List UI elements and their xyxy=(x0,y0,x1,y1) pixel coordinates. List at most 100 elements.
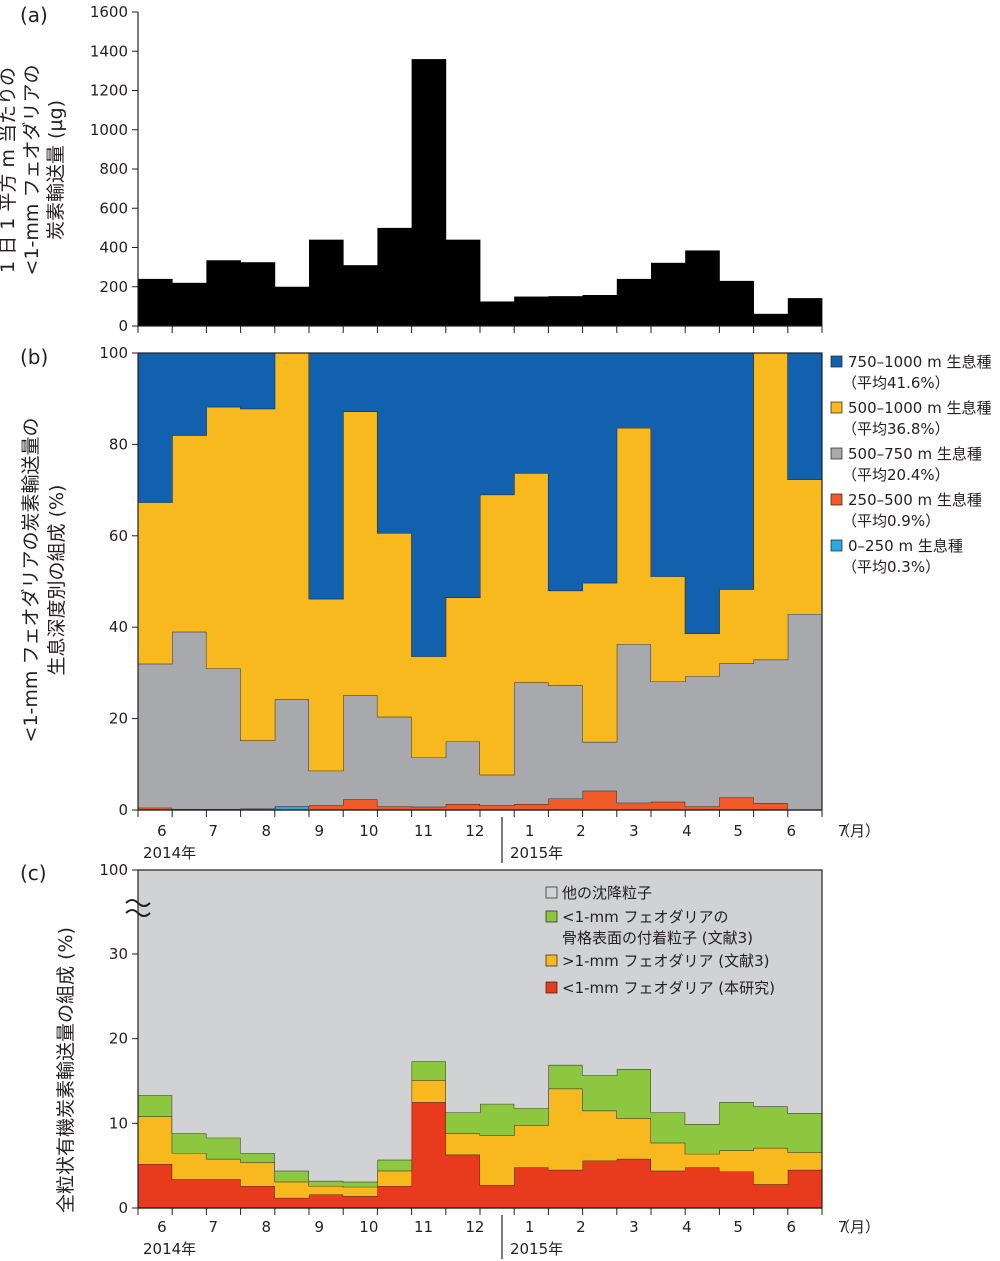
legend-label: 250–500 m 生息種 xyxy=(848,491,982,509)
legend-swatch xyxy=(830,493,843,506)
y-tick-label: 800 xyxy=(99,160,128,178)
x-tick-label: 8 xyxy=(261,822,271,840)
legend-swatch xyxy=(830,447,843,460)
x-tick-label: 5 xyxy=(733,1218,743,1236)
y-tick-label: 600 xyxy=(99,199,128,217)
x-tick-label: 6 xyxy=(157,1218,167,1236)
x-tick-label: 6 xyxy=(786,1218,796,1236)
year-label-2014: 2014年 xyxy=(143,1240,196,1258)
x-tick-label: 4 xyxy=(682,822,692,840)
legend-swatch xyxy=(545,954,558,967)
y-tick-label: 1200 xyxy=(90,82,128,100)
bar xyxy=(685,250,720,326)
bar xyxy=(206,260,241,326)
x-tick-label: 11 xyxy=(414,822,433,840)
legend-label: <1-mm フェオダリアの xyxy=(562,908,729,926)
x-tick-label: 9 xyxy=(314,822,324,840)
y-tick-label: 20 xyxy=(109,1030,128,1048)
legend-label: <1-mm フェオダリア (本研究) xyxy=(562,979,775,997)
bar xyxy=(753,313,789,326)
y-tick-label: 80 xyxy=(109,435,128,453)
x-tick-label: 10 xyxy=(359,1218,378,1236)
series-area-3 xyxy=(138,870,822,1182)
legend-swatch xyxy=(545,910,558,923)
x-tick-label: 9 xyxy=(314,1218,324,1236)
y-axis-label: 生息深度別の組成 (%) xyxy=(46,485,68,676)
bar xyxy=(377,227,412,326)
year-label-2015: 2015年 xyxy=(510,1240,563,1258)
x-tick-label: 7 xyxy=(838,822,848,840)
y-axis-label: <1-mm フェオダリアの炭素輸送量の xyxy=(20,418,42,743)
panel-a-bar-chart: 0 200 400 600 800 1000 1200 1400 1600 (a) 1 日 1 平方… xyxy=(0,3,823,335)
series-area-1 xyxy=(138,790,822,810)
legend-label-mean: （平均20.4%） xyxy=(842,466,950,484)
legend-label-mean: （平均0.3%） xyxy=(842,558,940,576)
bar xyxy=(582,294,618,326)
y-tick-label: 1400 xyxy=(90,42,128,60)
bar xyxy=(172,282,207,326)
y-tick-label: 0 xyxy=(118,317,128,335)
legend-swatch xyxy=(830,355,843,368)
year-label-2014: 2014年 xyxy=(143,844,196,862)
x-tick-label: 4 xyxy=(682,1218,692,1236)
bar xyxy=(719,280,754,326)
bar xyxy=(309,239,344,326)
legend-swatch xyxy=(545,981,558,994)
bar xyxy=(787,298,823,326)
y-tick-label: 20 xyxy=(109,710,128,728)
series-area-4 xyxy=(138,353,822,657)
legend-label: 他の沈降粒子 xyxy=(562,884,652,902)
x-tick-label: 1 xyxy=(525,1218,535,1236)
y-tick-label: 40 xyxy=(109,618,128,636)
bar xyxy=(343,265,378,326)
x-tick-label: 7 xyxy=(838,1218,848,1236)
y-tick-label: 1000 xyxy=(90,121,128,139)
x-tick-label: 1 xyxy=(525,822,535,840)
year-label-2015: 2015年 xyxy=(510,844,563,862)
x-tick-label: 3 xyxy=(629,822,639,840)
y-tick-label: 0 xyxy=(118,1199,128,1217)
y-tick-label: 1600 xyxy=(90,3,128,21)
legend-label: >1-mm フェオダリア (文献3) xyxy=(562,952,770,970)
legend-label-mean: （平均41.6%） xyxy=(842,374,950,392)
series-area-1 xyxy=(138,1080,822,1198)
x-tick-label: 12 xyxy=(465,1218,484,1236)
legend-label: 500–750 m 生息種 xyxy=(848,445,982,463)
y-axis-label: 全粒状有機炭素輸送量の組成 (%) xyxy=(55,927,77,1213)
x-tick-label: 5 xyxy=(733,822,743,840)
y-axis-label: 1 日 1 平方 m 当たりの xyxy=(0,67,19,273)
x-tick-label: 10 xyxy=(359,822,378,840)
legend-label-mean: （平均0.9%） xyxy=(842,512,940,530)
y-axis-label: 炭素輸送量 (µg) xyxy=(45,100,67,240)
bar xyxy=(274,286,310,326)
bar xyxy=(651,262,686,326)
y-tick-label: 10 xyxy=(109,1114,128,1132)
x-tick-label: 6 xyxy=(786,822,796,840)
x-tick-label: 2 xyxy=(576,1218,586,1236)
y-tick-label: 400 xyxy=(99,239,128,257)
x-tick-label: 2 xyxy=(576,822,586,840)
legend-swatch xyxy=(545,886,558,899)
legend-swatch xyxy=(830,401,843,414)
panel-label-b: (b) xyxy=(20,345,48,369)
x-axis-unit-label: （月） xyxy=(835,822,880,840)
y-tick-label: 60 xyxy=(109,527,128,545)
legend-swatch xyxy=(830,539,843,552)
y-tick-label: 30 xyxy=(109,945,128,963)
x-tick-label: 8 xyxy=(261,1218,271,1236)
y-tick-label: 200 xyxy=(99,278,128,296)
bar xyxy=(240,262,276,326)
y-tick-label: 0 xyxy=(118,801,128,819)
bar xyxy=(480,301,515,326)
panel-label-a: (a) xyxy=(20,3,48,27)
legend-label: 0–250 m 生息種 xyxy=(848,537,963,555)
bar xyxy=(616,278,652,326)
axis-break-symbol xyxy=(125,899,151,917)
legend-label-line2: 骨格表面の付着粒子 (文献3) xyxy=(562,929,753,947)
y-axis-label: <1-mm フェオダリアの xyxy=(21,65,43,276)
legend-label-mean: （平均36.8%） xyxy=(842,420,950,438)
x-tick-label: 6 xyxy=(157,822,167,840)
